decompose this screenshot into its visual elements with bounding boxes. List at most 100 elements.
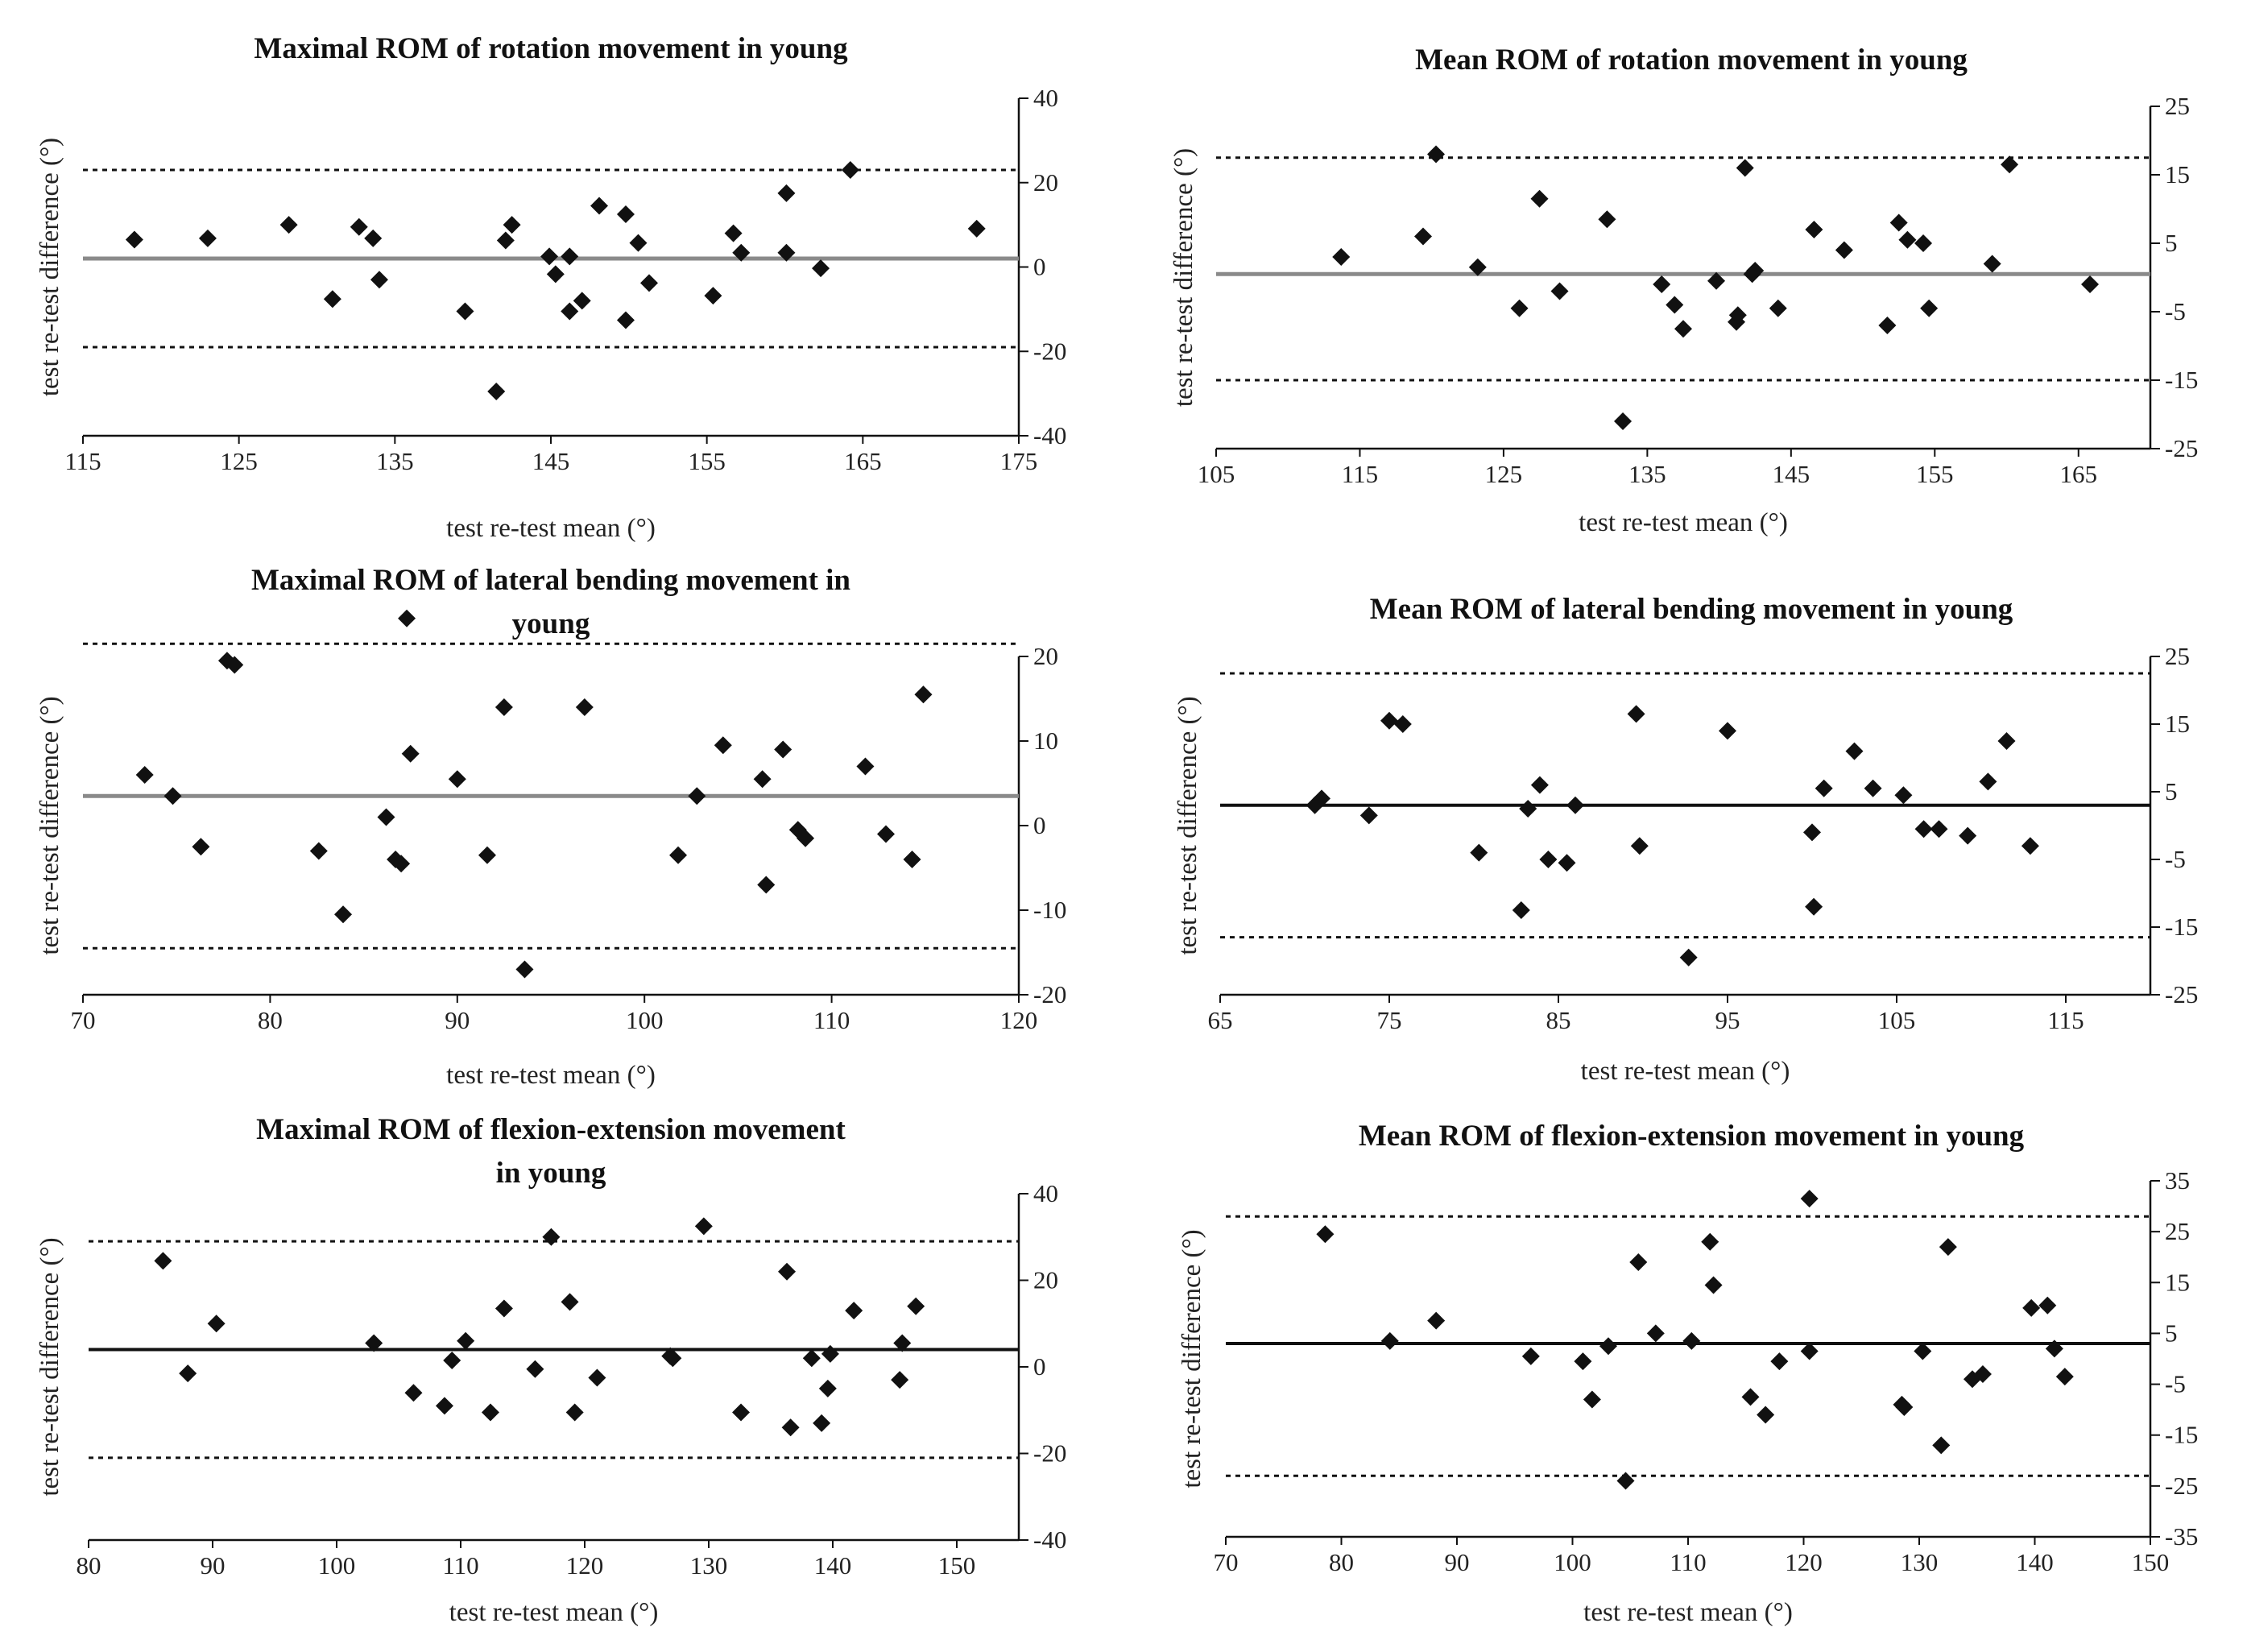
data-point <box>1805 897 1823 916</box>
x-tick-label: 125 <box>1485 460 1523 488</box>
data-point <box>1413 227 1432 246</box>
x-tick-label: 135 <box>1628 460 1666 488</box>
data-point <box>481 1403 499 1422</box>
data-point <box>629 234 648 252</box>
data-point <box>903 851 921 868</box>
x-tick-label: 165 <box>2060 460 2098 488</box>
x-tick-label: 135 <box>376 447 414 475</box>
data-point <box>1930 820 1948 838</box>
x-tick-label: 110 <box>813 1006 850 1034</box>
data-point <box>1583 1390 1601 1409</box>
data-point <box>1757 1406 1775 1424</box>
y-tick-label: -25 <box>2165 434 2198 462</box>
data-point <box>1630 837 1649 855</box>
data-point <box>350 217 368 236</box>
data-point <box>777 184 796 202</box>
data-point <box>2055 1368 2074 1386</box>
data-point <box>1864 779 1882 797</box>
data-point <box>1313 789 1330 808</box>
data-point <box>573 292 591 310</box>
x-tick-label: 145 <box>532 447 570 475</box>
chart-panel-1: Maximal ROM of rotation movement in youn… <box>35 32 1066 543</box>
data-point <box>1746 262 1765 279</box>
chart-title: Mean ROM of lateral bending movement in … <box>1370 593 2013 626</box>
x-tick-label: 90 <box>1445 1548 1470 1576</box>
y-tick-label: 20 <box>1033 642 1058 670</box>
x-tick-label: 115 <box>64 447 101 475</box>
y-tick-label: 25 <box>2165 92 2190 120</box>
data-point <box>575 698 594 716</box>
x-tick-label: 110 <box>1670 1548 1706 1576</box>
x-axis-label: test re-test mean (°) <box>449 1598 659 1627</box>
chart-title: Maximal ROM of lateral bending movement … <box>251 564 850 597</box>
chart-title: Maximal ROM of rotation movement in youn… <box>254 32 848 65</box>
y-tick-label: -40 <box>1033 1526 1066 1554</box>
data-point <box>1959 826 1977 845</box>
y-tick-label: -20 <box>1033 337 1066 365</box>
data-point <box>1803 823 1821 842</box>
x-tick-label: 80 <box>77 1551 101 1580</box>
data-point <box>561 1293 579 1311</box>
data-point <box>135 766 154 784</box>
data-point <box>565 1403 584 1422</box>
data-point <box>1510 299 1529 317</box>
x-tick-label: 85 <box>1546 1006 1571 1034</box>
data-point <box>526 1360 544 1378</box>
data-point <box>2081 275 2100 293</box>
data-point <box>777 243 796 262</box>
data-point <box>1679 948 1698 967</box>
data-point <box>1653 275 1671 293</box>
y-tick-label: 20 <box>1033 1266 1058 1294</box>
x-tick-label: 165 <box>844 447 882 475</box>
data-point <box>781 1418 800 1437</box>
data-point <box>1616 1472 1635 1490</box>
y-tick-label: -25 <box>2165 1472 2198 1500</box>
x-tick-label: 70 <box>71 1006 96 1034</box>
data-point <box>279 216 298 234</box>
y-tick-label: 25 <box>2165 1217 2190 1245</box>
data-point <box>2045 1339 2063 1358</box>
data-point <box>1983 255 2001 273</box>
data-point <box>207 1315 226 1333</box>
data-point <box>1530 189 1549 208</box>
y-tick-label: 5 <box>2165 777 2178 805</box>
data-point <box>1427 145 1446 164</box>
y-tick-label: -40 <box>1033 421 1066 449</box>
data-point <box>487 383 506 401</box>
x-tick-label: 140 <box>814 1551 852 1580</box>
data-point <box>1932 1436 1951 1455</box>
data-point <box>163 787 182 805</box>
y-tick-label: -15 <box>2165 366 2198 394</box>
data-point <box>478 846 496 864</box>
data-point <box>616 311 635 329</box>
data-point <box>1674 320 1692 338</box>
data-point <box>1599 1337 1617 1356</box>
y-tick-label: 0 <box>1033 811 1046 839</box>
data-point <box>1629 1253 1648 1272</box>
data-point <box>893 1334 912 1352</box>
y-tick-label: -35 <box>2165 1522 2198 1551</box>
chart-title: Mean ROM of rotation movement in young <box>1415 43 1968 77</box>
data-point <box>2021 837 2039 855</box>
data-point <box>546 265 565 284</box>
y-tick-label: 35 <box>2165 1166 2190 1194</box>
data-point <box>778 1262 797 1281</box>
y-tick-label: -5 <box>2165 1370 2186 1398</box>
data-point <box>1332 248 1351 266</box>
data-point <box>1519 800 1537 818</box>
y-tick-label: 5 <box>2165 1319 2178 1347</box>
x-tick-label: 155 <box>1916 460 1954 488</box>
data-point <box>1380 1331 1399 1350</box>
data-point <box>1666 296 1684 314</box>
data-point <box>1598 210 1616 229</box>
data-point <box>561 302 579 321</box>
y-axis-label: test re-test difference (°) <box>35 696 64 954</box>
data-point <box>2001 155 2019 174</box>
data-point <box>891 1371 909 1389</box>
y-tick-label: 15 <box>2165 1268 2190 1296</box>
data-point <box>1704 1276 1723 1294</box>
data-point <box>542 1228 561 1246</box>
data-point <box>907 1297 925 1315</box>
x-tick-label: 75 <box>1377 1006 1402 1034</box>
